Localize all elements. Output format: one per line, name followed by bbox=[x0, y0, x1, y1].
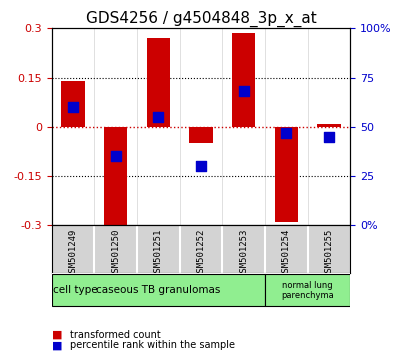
Text: GSM501253: GSM501253 bbox=[239, 229, 248, 278]
Point bbox=[283, 130, 289, 136]
Point bbox=[70, 104, 76, 110]
Bar bbox=[189, 127, 213, 143]
Text: caseous TB granulomas: caseous TB granulomas bbox=[96, 285, 220, 295]
Text: percentile rank within the sample: percentile rank within the sample bbox=[70, 340, 235, 350]
Text: ■: ■ bbox=[52, 330, 62, 339]
Text: GSM501254: GSM501254 bbox=[282, 229, 291, 278]
Title: GDS4256 / g4504848_3p_x_at: GDS4256 / g4504848_3p_x_at bbox=[86, 11, 316, 27]
Text: GSM501249: GSM501249 bbox=[68, 229, 78, 278]
Point bbox=[113, 154, 119, 159]
Point bbox=[198, 163, 204, 169]
Text: GSM501255: GSM501255 bbox=[324, 229, 334, 278]
Bar bbox=[275, 127, 298, 222]
Bar bbox=[104, 127, 127, 229]
Bar bbox=[61, 81, 85, 127]
Point bbox=[240, 88, 247, 94]
Bar bbox=[146, 38, 170, 127]
Text: GSM501251: GSM501251 bbox=[154, 229, 163, 278]
Text: GSM501252: GSM501252 bbox=[197, 229, 205, 278]
Text: GSM501250: GSM501250 bbox=[111, 229, 120, 278]
Bar bbox=[232, 33, 256, 127]
Bar bbox=[265, 274, 350, 306]
Bar bbox=[317, 124, 341, 127]
Point bbox=[326, 134, 332, 139]
Bar bbox=[52, 274, 265, 306]
Point bbox=[155, 114, 162, 120]
Text: normal lung
parenchyma: normal lung parenchyma bbox=[281, 281, 334, 300]
Text: transformed count: transformed count bbox=[70, 330, 160, 339]
Text: cell type: cell type bbox=[53, 285, 97, 295]
Text: ■: ■ bbox=[52, 340, 62, 350]
